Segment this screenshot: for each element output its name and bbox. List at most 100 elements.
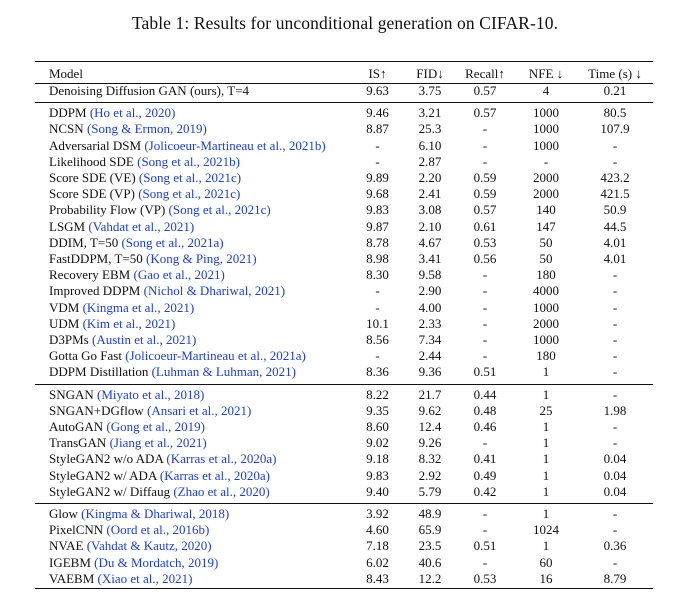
model-cell: AutoGAN (Gong et al., 2019) — [35, 419, 350, 435]
citation-link[interactable]: (Du & Mordatch, 2019) — [94, 554, 219, 570]
citation-link[interactable]: (Gong et al., 2019) — [106, 419, 205, 435]
citation-link[interactable]: (Song et al., 2021c) — [138, 170, 242, 186]
header-fid: FID↓ — [416, 66, 444, 81]
fid-cell: 2.90 — [418, 283, 442, 299]
model-cell: Denoising Diffusion GAN (ours), T=4 — [35, 83, 350, 99]
recall-cell: - — [482, 332, 488, 348]
is-cell: 8.36 — [366, 364, 389, 380]
citation-link[interactable]: (Miyato et al., 2018) — [97, 386, 205, 402]
header-row: Model IS↑ FID↓ Recall↑ NFE ↓ Time (s) ↓ — [35, 64, 653, 83]
is-cell: 8.56 — [366, 332, 389, 348]
recall-cell: 0.41 — [473, 451, 497, 467]
model-cell: VDM (Kingma et al., 2021) — [35, 300, 350, 316]
table-row: Score SDE (VE) (Song et al., 2021c) 9.89 2… — [35, 170, 653, 186]
fid-cell: 9.36 — [418, 364, 442, 380]
nfe-cell: 1 — [542, 506, 550, 522]
time-cell: - — [612, 137, 618, 153]
citation-link[interactable]: (Jolicoeur-Martineau et al., 2021b) — [144, 137, 326, 153]
fid-cell: 2.20 — [418, 170, 442, 186]
model-name: Score SDE (VP) — [49, 186, 139, 202]
table-row: StyleGAN2 w/o ADA (Karras et al., 2020a)… — [35, 451, 653, 467]
time-cell: 107.9 — [600, 121, 630, 137]
citation-link[interactable]: (Nichol & Dhariwal, 2021) — [143, 283, 286, 299]
citation-link[interactable]: (Karras et al., 2020a) — [159, 467, 270, 483]
citation-link[interactable]: (Jolicoeur-Martineau et al., 2021a) — [125, 348, 306, 364]
model-name: IGEBM — [49, 554, 95, 570]
fid-cell: 2.33 — [418, 315, 442, 331]
citation-link[interactable]: (Song et al., 2021b) — [137, 153, 241, 169]
fid-cell: 40.6 — [418, 554, 442, 570]
time-cell: - — [612, 506, 618, 522]
fid-cell: 7.34 — [418, 332, 442, 348]
model-cell: LSGM (Vahdat et al., 2021) — [35, 219, 350, 235]
table-row: StyleGAN2 w/ Diffaug (Zhao et al., 2020)… — [35, 484, 653, 500]
table-row: NVAE (Vahdat & Kautz, 2020) 7.18 23.5 0.51 1… — [35, 538, 653, 554]
citation-link[interactable]: (Kim et al., 2021) — [82, 315, 176, 331]
table-row: Gotta Go Fast (Jolicoeur-Martineau et al… — [35, 348, 653, 364]
model-name: DDPM — [49, 105, 90, 121]
time-cell: - — [612, 435, 618, 451]
model-cell: TransGAN (Jiang et al., 2021) — [35, 435, 350, 451]
nfe-cell: 1 — [542, 538, 550, 554]
model-name: NCSN — [49, 121, 87, 137]
citation-link[interactable]: (Song et al., 2021c) — [138, 186, 241, 202]
citation-link[interactable]: (Gao et al., 2021) — [133, 267, 225, 283]
nfe-cell: 1 — [542, 364, 550, 380]
model-name: VAEBM — [49, 570, 98, 586]
recall-cell: - — [482, 153, 488, 169]
model-name: FastDDPM, T=50 — [49, 251, 147, 267]
citation-link[interactable]: (Vahdat et al., 2021) — [88, 218, 195, 234]
citation-link[interactable]: (Xiao et al., 2021) — [97, 570, 193, 586]
time-cell: - — [612, 315, 618, 331]
citation-link[interactable]: (Jiang et al., 2021) — [109, 435, 207, 451]
fid-cell: 12.2 — [418, 570, 442, 586]
time-cell: 0.04 — [603, 451, 627, 467]
recall-cell: - — [482, 315, 488, 331]
nfe-cell: 147 — [536, 218, 556, 234]
citation-link[interactable]: (Vahdat & Kautz, 2020) — [86, 538, 212, 554]
is-cell: - — [375, 137, 380, 153]
time-cell: - — [612, 267, 618, 283]
recall-cell: - — [482, 299, 488, 315]
model-name: AutoGAN — [49, 419, 107, 435]
nfe-cell: 1 — [542, 467, 550, 483]
time-cell: 423.2 — [600, 170, 630, 186]
nfe-cell: 1000 — [533, 137, 559, 153]
citation-link[interactable]: (Karras et al., 2020a) — [166, 451, 277, 467]
citation-link[interactable]: (Oord et al., 2016b) — [106, 522, 210, 538]
time-cell: - — [612, 332, 618, 348]
citation-link[interactable]: (Zhao et al., 2020) — [173, 483, 270, 499]
nfe-cell: 2000 — [533, 170, 559, 186]
is-cell: 9.68 — [366, 186, 389, 202]
citation-link[interactable]: (Ho et al., 2020) — [89, 105, 176, 121]
citation-link[interactable]: (Song & Ermon, 2019) — [86, 121, 207, 137]
citation-link[interactable]: (Austin et al., 2021) — [92, 332, 197, 348]
table-row: Score SDE (VP) (Song et al., 2021c) 9.68 2… — [35, 186, 653, 202]
header-model: Model — [49, 66, 83, 81]
model-name: Likelihood SDE — [49, 153, 138, 169]
model-cell: StyleGAN2 w/o ADA (Karras et al., 2020a) — [35, 451, 350, 467]
nfe-cell: 1 — [542, 451, 550, 467]
recall-cell: - — [482, 283, 488, 299]
fid-cell: 23.5 — [418, 538, 442, 554]
citation-link[interactable]: (Song et al., 2021a) — [121, 234, 224, 250]
nfe-cell: - — [543, 153, 549, 169]
citation-link[interactable]: (Ansari et al., 2021) — [146, 402, 252, 418]
header-time: Time (s) ↓ — [588, 66, 642, 81]
time-cell: 4.01 — [603, 234, 627, 250]
model-cell: SNGAN (Miyato et al., 2018) — [35, 387, 350, 403]
header-nfe: NFE ↓ — [528, 66, 564, 81]
model-name: StyleGAN2 w/ ADA — [49, 467, 160, 483]
citation-link[interactable]: (Song et al., 2021c) — [168, 202, 271, 218]
fid-cell: 6.10 — [418, 137, 442, 153]
recall-cell: 0.59 — [473, 186, 497, 202]
model-cell: DDIM, T=50 (Song et al., 2021a) — [35, 235, 350, 251]
recall-cell: - — [482, 267, 488, 283]
citation-link[interactable]: (Kingma et al., 2021) — [82, 299, 195, 315]
model-cell: DDPM (Ho et al., 2020) — [35, 105, 350, 121]
citation-link[interactable]: (Kong & Ping, 2021) — [146, 251, 257, 267]
is-cell: 3.92 — [366, 506, 389, 522]
citation-link[interactable]: (Luhman & Luhman, 2021) — [151, 364, 296, 380]
is-cell: 7.18 — [366, 538, 389, 554]
citation-link[interactable]: (Kingma & Dhariwal, 2018) — [81, 506, 230, 522]
